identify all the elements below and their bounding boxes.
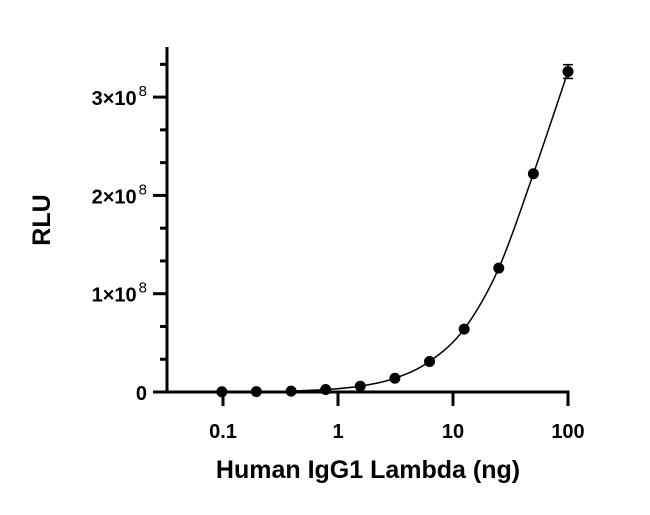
y-tick-label: 2×10 8 (92, 181, 147, 208)
x-tick-label: 10 (442, 421, 464, 443)
plot-area (216, 63, 574, 398)
data-point (527, 168, 539, 180)
data-point (493, 262, 505, 274)
data-point (354, 380, 366, 392)
fit-curve (291, 71, 569, 392)
x-axis-title: Human IgG1 Lambda (ng) (216, 456, 520, 484)
x-tick-label: 100 (551, 421, 584, 443)
y-axis-title: RLU (28, 194, 56, 245)
data-point (389, 372, 401, 384)
data-point (458, 323, 470, 335)
y-tick-label: 3×10 8 (92, 83, 147, 110)
y-tick-label: 0 (136, 383, 147, 405)
data-point (562, 66, 574, 78)
y-tick-label: 1×10 8 (92, 280, 147, 307)
x-tick-label: 0.1 (209, 421, 237, 443)
data-point (424, 356, 436, 368)
x-tick-label: 1 (332, 421, 343, 443)
axes: 0 1×10 8 2×10 8 3×10 8 0.1 1 10 100 (92, 47, 585, 443)
